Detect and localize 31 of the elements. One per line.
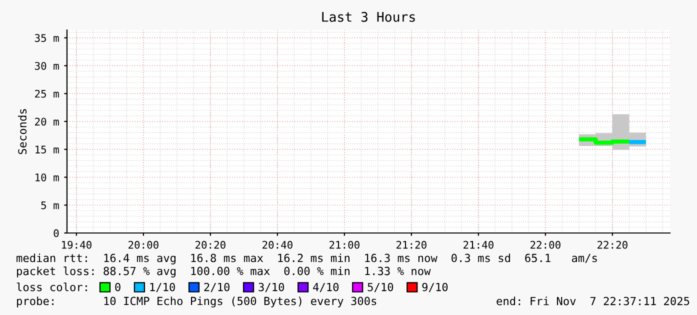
x-tick-label: 20:20: [196, 240, 226, 249]
text: packet loss: 88.57 % avg 100.00 % max 0.00 % min 1.33 % now: [17, 266, 431, 278]
y-tick-label: 5 m: [41, 202, 59, 210]
text: end: Fri Nov 7 22:37:11 2025: [496, 296, 690, 306]
y-tick-label: 35 m: [34, 34, 59, 42]
legend-label: 2/10: [204, 282, 230, 292]
y-tick-label: 20 m: [35, 118, 59, 126]
x-tick-label: 22:00: [530, 240, 560, 249]
y-tick-label: 30 m: [34, 62, 59, 70]
y-tick-label: 15 m: [36, 146, 59, 154]
y-tick-label: 25 m: [35, 90, 59, 98]
x-tick-label: 21:40: [464, 240, 494, 249]
text: median rtt: 16.4 ms avg 16.8 ms max 16.2 ms min 16.3 ms now 0.3 ms sd 65.1 am/s: [16, 254, 597, 264]
legend-label: 4/10: [313, 282, 339, 292]
x-tick-label: 21:20: [396, 240, 426, 249]
x-tick-label: 19:40: [62, 240, 92, 249]
text: probe: 10 ICMP Echo Pings (500 Bytes) every 300s: [17, 296, 376, 308]
legend-label: 1/10: [150, 282, 175, 292]
x-tick-label: 21:00: [330, 240, 360, 249]
x-tick-label: 22:20: [598, 240, 628, 249]
chart-title: Last 3 Hours: [322, 12, 415, 22]
x-tick-label: 20:00: [128, 240, 158, 249]
legend-title: loss color:: [16, 282, 87, 292]
legend-label: 5/10: [368, 282, 394, 292]
legend-label: 3/10: [258, 282, 284, 292]
legend-label: 9/10: [422, 282, 448, 292]
y-axis-title: Seconds: [18, 109, 27, 154]
y-tick-label: 10 m: [36, 173, 59, 182]
y-tick-label: 0: [54, 229, 59, 238]
legend-label: 0: [115, 282, 120, 292]
x-tick-label: 20:40: [262, 240, 292, 249]
